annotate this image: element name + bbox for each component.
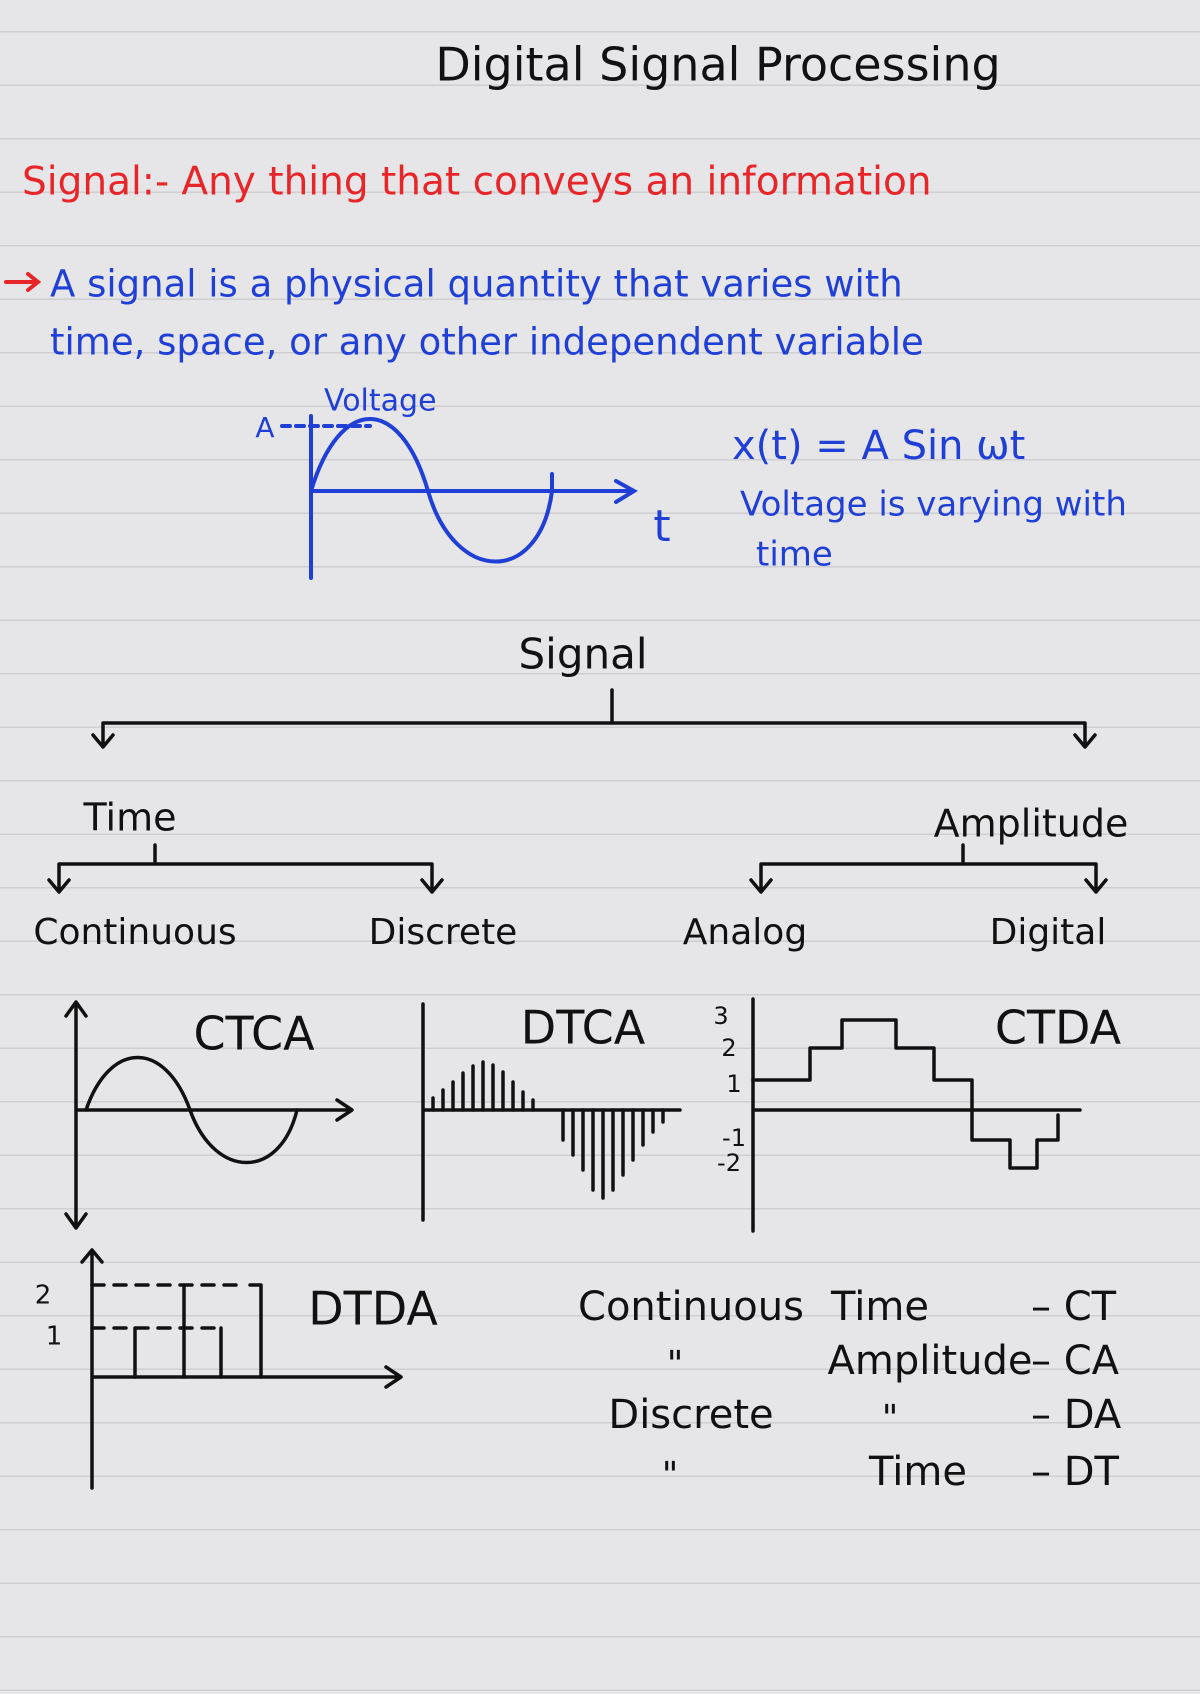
ctca-graph xyxy=(64,1000,354,1230)
graph-label: DTCA xyxy=(521,1001,646,1055)
cell: – CT xyxy=(1031,1284,1117,1330)
cell: Time xyxy=(868,1449,967,1495)
tick-label: 2 xyxy=(35,1281,52,1311)
graph-label: DTDA xyxy=(308,1282,438,1336)
formula-note: time xyxy=(756,535,833,575)
tree-leaf: Continuous xyxy=(33,912,236,953)
cell: – DA xyxy=(1031,1392,1122,1438)
tree-leaf: Discrete xyxy=(369,912,518,953)
cell: Discrete xyxy=(608,1392,773,1438)
tick-label: 2 xyxy=(721,1034,736,1062)
definition: Signal:- Any thing that conveys an infor… xyxy=(22,160,932,205)
note-line: A signal is a physical quantity that var… xyxy=(50,263,903,306)
cell: Amplitude xyxy=(828,1338,1033,1384)
tick-label: -1 xyxy=(722,1124,746,1152)
title: Digital Signal Processing xyxy=(435,38,1000,92)
graph-label: CTCA xyxy=(193,1007,315,1061)
tree-root: Signal xyxy=(518,630,647,679)
dtda-graph xyxy=(80,1248,403,1490)
formula-note: Voltage is varying with xyxy=(740,485,1127,525)
tick-label: 3 xyxy=(713,1002,728,1030)
cell: – DT xyxy=(1031,1449,1120,1495)
tick-label: 1 xyxy=(726,1070,741,1098)
tick-label: -2 xyxy=(717,1149,741,1177)
cell: " xyxy=(882,1398,899,1439)
formula: x(t) = A Sin ωt xyxy=(732,423,1025,469)
note-line: time, space, or any other independent va… xyxy=(50,321,924,364)
y-axis-label: Voltage xyxy=(324,384,437,419)
cell: Continuous xyxy=(578,1284,804,1330)
x-axis-label: t xyxy=(653,501,670,552)
cell: Time xyxy=(830,1284,929,1330)
ctda-graph xyxy=(751,997,1082,1233)
arrow xyxy=(4,272,42,292)
tree-node: Time xyxy=(83,796,177,840)
tree-branches xyxy=(47,688,1108,894)
dtca-graph xyxy=(421,1002,682,1222)
tree-node: Amplitude xyxy=(934,802,1129,846)
cell: " xyxy=(662,1455,679,1496)
sine-sketch xyxy=(280,414,638,580)
tree-leaf: Digital xyxy=(990,912,1107,953)
cell: – CA xyxy=(1031,1338,1120,1384)
graph-label: CTDA xyxy=(995,1001,1122,1055)
abbreviation-table: Continuous Time – CT " Amplitude – CA Di… xyxy=(578,1284,1122,1496)
amplitude-label: A xyxy=(255,411,274,444)
cell: " xyxy=(667,1344,684,1385)
tick-label: 1 xyxy=(46,1322,63,1352)
tree-leaf: Analog xyxy=(683,912,807,953)
